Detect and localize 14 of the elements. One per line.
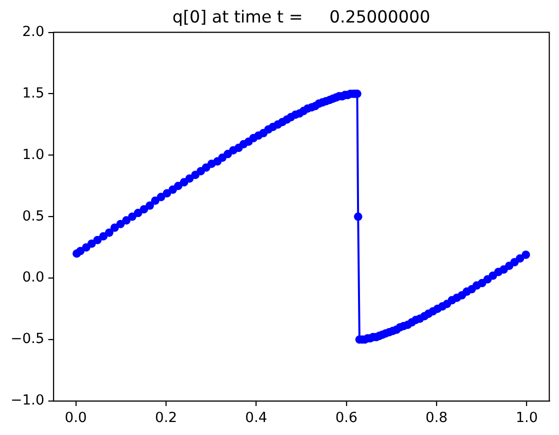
x-tick-label: 1.0 <box>516 410 538 426</box>
y-tick-label: 0.5 <box>22 208 44 224</box>
y-tick-label: −1.0 <box>10 392 44 409</box>
y-tick-label: 1.5 <box>22 85 44 102</box>
x-tick-label: 0.4 <box>245 410 268 426</box>
y-tick-label: 1.0 <box>22 146 44 163</box>
x-tick-label: 0.0 <box>64 410 87 426</box>
y-tick-label: 2.0 <box>22 24 44 40</box>
y-tick-label: −0.5 <box>10 331 44 348</box>
y-tick-label: 0.0 <box>22 270 44 286</box>
chart-title: q[0] at time t = 0.25000000 <box>172 6 430 27</box>
x-tick-label: 0.6 <box>335 410 358 426</box>
x-tick-label: 0.8 <box>426 410 448 426</box>
x-tick-label: 0.2 <box>154 410 178 426</box>
